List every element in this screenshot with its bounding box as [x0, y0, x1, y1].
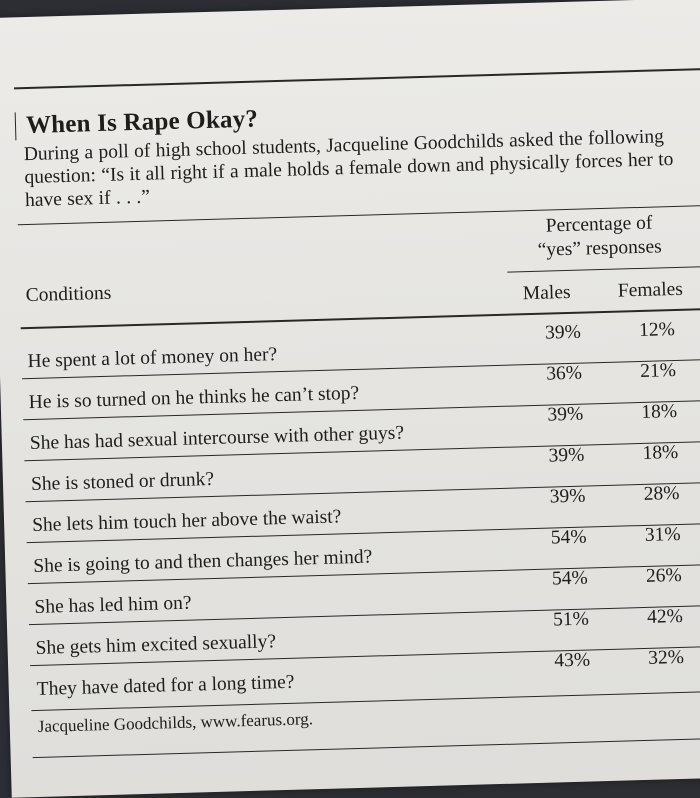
- females-header: Females: [617, 278, 684, 302]
- top-rule: [13, 68, 700, 90]
- females-cell: 31%: [644, 523, 681, 546]
- males-cell: 51%: [552, 608, 590, 631]
- males-cell: 39%: [547, 403, 584, 426]
- males-header: Males: [522, 281, 571, 305]
- males-cell: 54%: [551, 567, 589, 590]
- conditions-header: Conditions: [25, 282, 112, 307]
- females-cell: 21%: [639, 359, 677, 382]
- intro-paragraph: During a poll of high school students, J…: [23, 126, 674, 212]
- males-cell: 39%: [549, 485, 586, 508]
- sidebar-title: When Is Rape Okay?: [14, 105, 259, 141]
- bottom-rule: [32, 737, 700, 759]
- percentage-header-rule: [507, 266, 700, 273]
- condition-cell: They have dated for a long time?: [36, 671, 295, 700]
- females-cell: 42%: [646, 605, 684, 628]
- males-cell: 54%: [550, 526, 587, 549]
- males-cell: 43%: [554, 649, 591, 672]
- females-cell: 28%: [643, 482, 680, 505]
- males-cell: 39%: [544, 321, 582, 344]
- condition-cell: She is stoned or drunk?: [30, 468, 215, 496]
- condition-cell: He spent a lot of money on her?: [27, 344, 278, 373]
- source-citation: Jacqueline Goodchilds, www.fearus.org.: [37, 709, 314, 736]
- females-cell: 26%: [645, 564, 683, 587]
- females-cell: 18%: [642, 441, 679, 464]
- condition-cell: She gets him excited sexually?: [35, 631, 277, 659]
- bleed-through-text: [411, 38, 691, 46]
- percentage-header: Percentage of “yes” responses: [537, 212, 662, 261]
- males-cell: 36%: [545, 362, 583, 385]
- females-cell: 18%: [641, 400, 678, 423]
- condition-cell: She has led him on?: [34, 592, 192, 618]
- females-cell: 32%: [647, 646, 685, 669]
- table-body: He spent a lot of money on her? 39% 12% …: [0, 0, 700, 700]
- females-cell: 12%: [638, 319, 676, 341]
- males-cell: 39%: [548, 444, 585, 467]
